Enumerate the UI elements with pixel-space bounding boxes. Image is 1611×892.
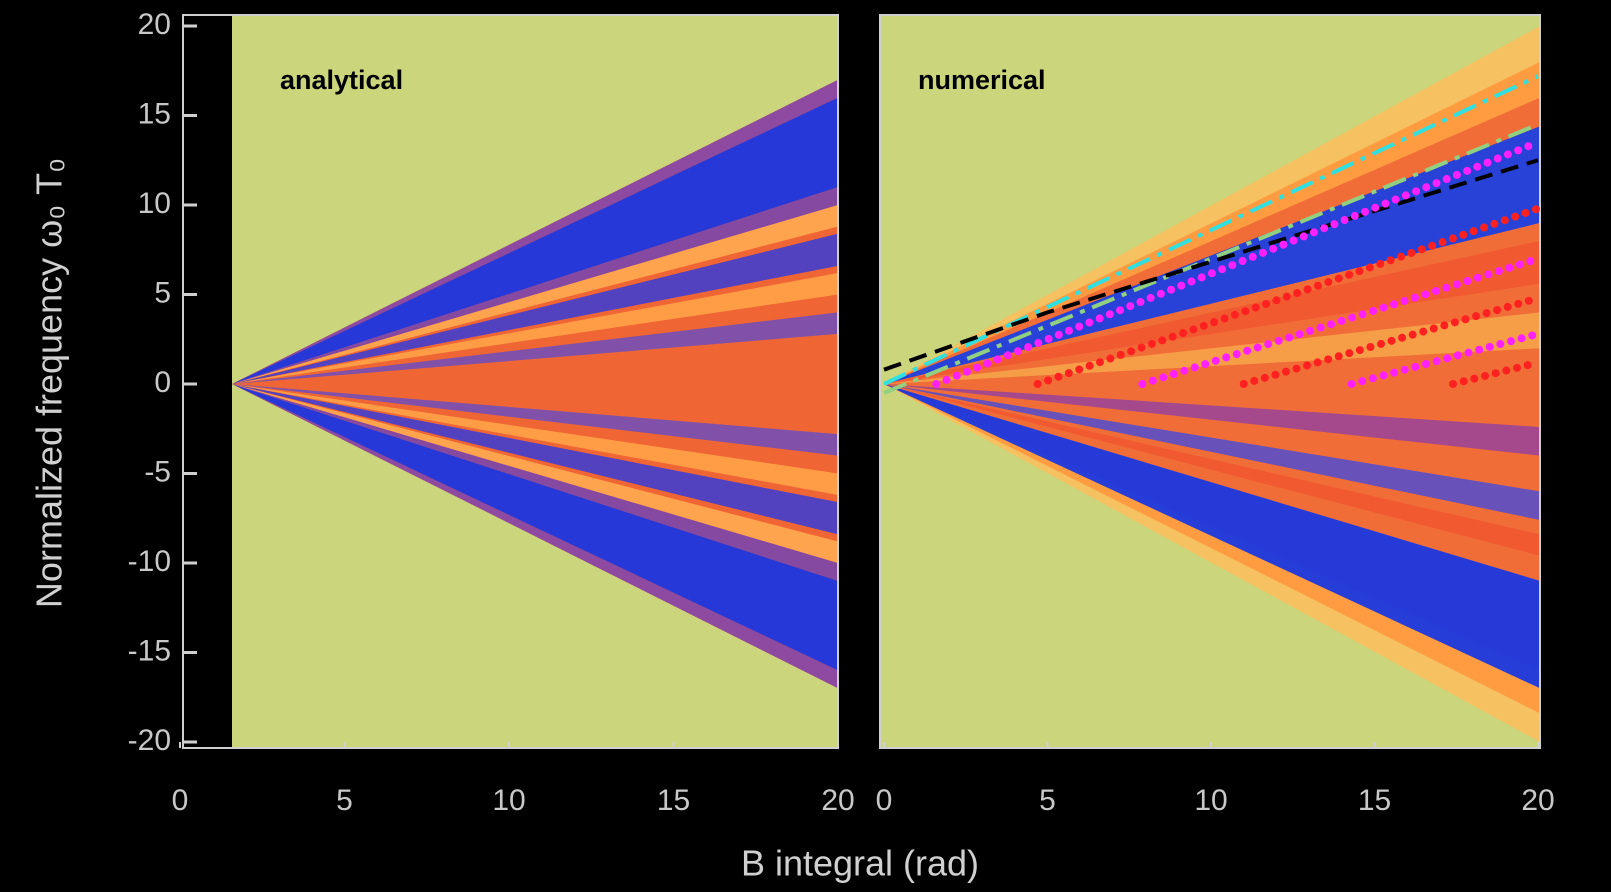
y-tick-label: 5 xyxy=(154,276,171,309)
series-line xyxy=(1448,358,1542,388)
x-tick-label: 5 xyxy=(1039,784,1056,817)
series-line xyxy=(932,138,1542,388)
series-line xyxy=(1239,294,1542,388)
y-tick-label: 20 xyxy=(138,8,171,41)
blank-strip xyxy=(183,15,232,748)
plot-frame xyxy=(182,14,839,749)
heatmap-band xyxy=(232,312,838,384)
heatmap-band xyxy=(232,384,838,563)
heatmap-band xyxy=(884,384,1540,456)
heatmap-band xyxy=(884,384,1540,556)
series-line xyxy=(1033,204,1542,388)
heatmap-band xyxy=(884,384,1540,689)
x-tick-label: 10 xyxy=(1194,784,1227,817)
heatmap-band xyxy=(232,233,838,384)
heatmap-band xyxy=(884,240,1540,384)
heatmap-band xyxy=(232,384,838,671)
heatmap-band xyxy=(232,79,838,384)
y-tick-label: -20 xyxy=(128,724,171,757)
annotation: numerical xyxy=(918,65,1046,95)
heatmap-band xyxy=(232,384,838,581)
series-line xyxy=(1347,329,1542,388)
annotation: analytical xyxy=(280,65,403,95)
marks xyxy=(883,74,1542,395)
heatmap-band xyxy=(232,384,838,456)
x-tick-label: 0 xyxy=(172,784,189,817)
heatmap-band xyxy=(232,384,838,495)
heatmap-band xyxy=(232,384,838,535)
x-axis-label: B integral (rad) xyxy=(741,843,979,884)
heatmap-band xyxy=(232,97,838,384)
heatmap-band xyxy=(884,384,1540,521)
x-tick-label: 0 xyxy=(876,784,893,817)
series-line xyxy=(1138,254,1542,388)
y-tick-label: -5 xyxy=(144,455,171,488)
heatmap-band xyxy=(232,187,838,384)
y-tick-label: 15 xyxy=(138,97,171,130)
heatmap-band xyxy=(232,384,838,689)
series-line xyxy=(883,122,1539,395)
y-axis-label: Normalized frequency ω₀ T₀ xyxy=(29,158,70,608)
x-tick-label: 20 xyxy=(1521,784,1554,817)
x-tick-label: 5 xyxy=(336,784,353,817)
heatmap-band xyxy=(232,273,838,384)
x-tick-label: 20 xyxy=(821,784,854,817)
y-tick-label: 0 xyxy=(154,366,171,399)
x-tick-label: 15 xyxy=(657,784,690,817)
heatmap-band xyxy=(232,205,838,384)
y-tick-label: 10 xyxy=(138,187,171,220)
series-line xyxy=(883,74,1539,386)
y-tick-label: -15 xyxy=(128,634,171,667)
x-tick-label: 15 xyxy=(1358,784,1391,817)
y-tick-label: -10 xyxy=(128,545,171,578)
heatmap-band xyxy=(884,312,1540,384)
panels xyxy=(179,14,1541,749)
x-tick-label: 10 xyxy=(492,784,525,817)
